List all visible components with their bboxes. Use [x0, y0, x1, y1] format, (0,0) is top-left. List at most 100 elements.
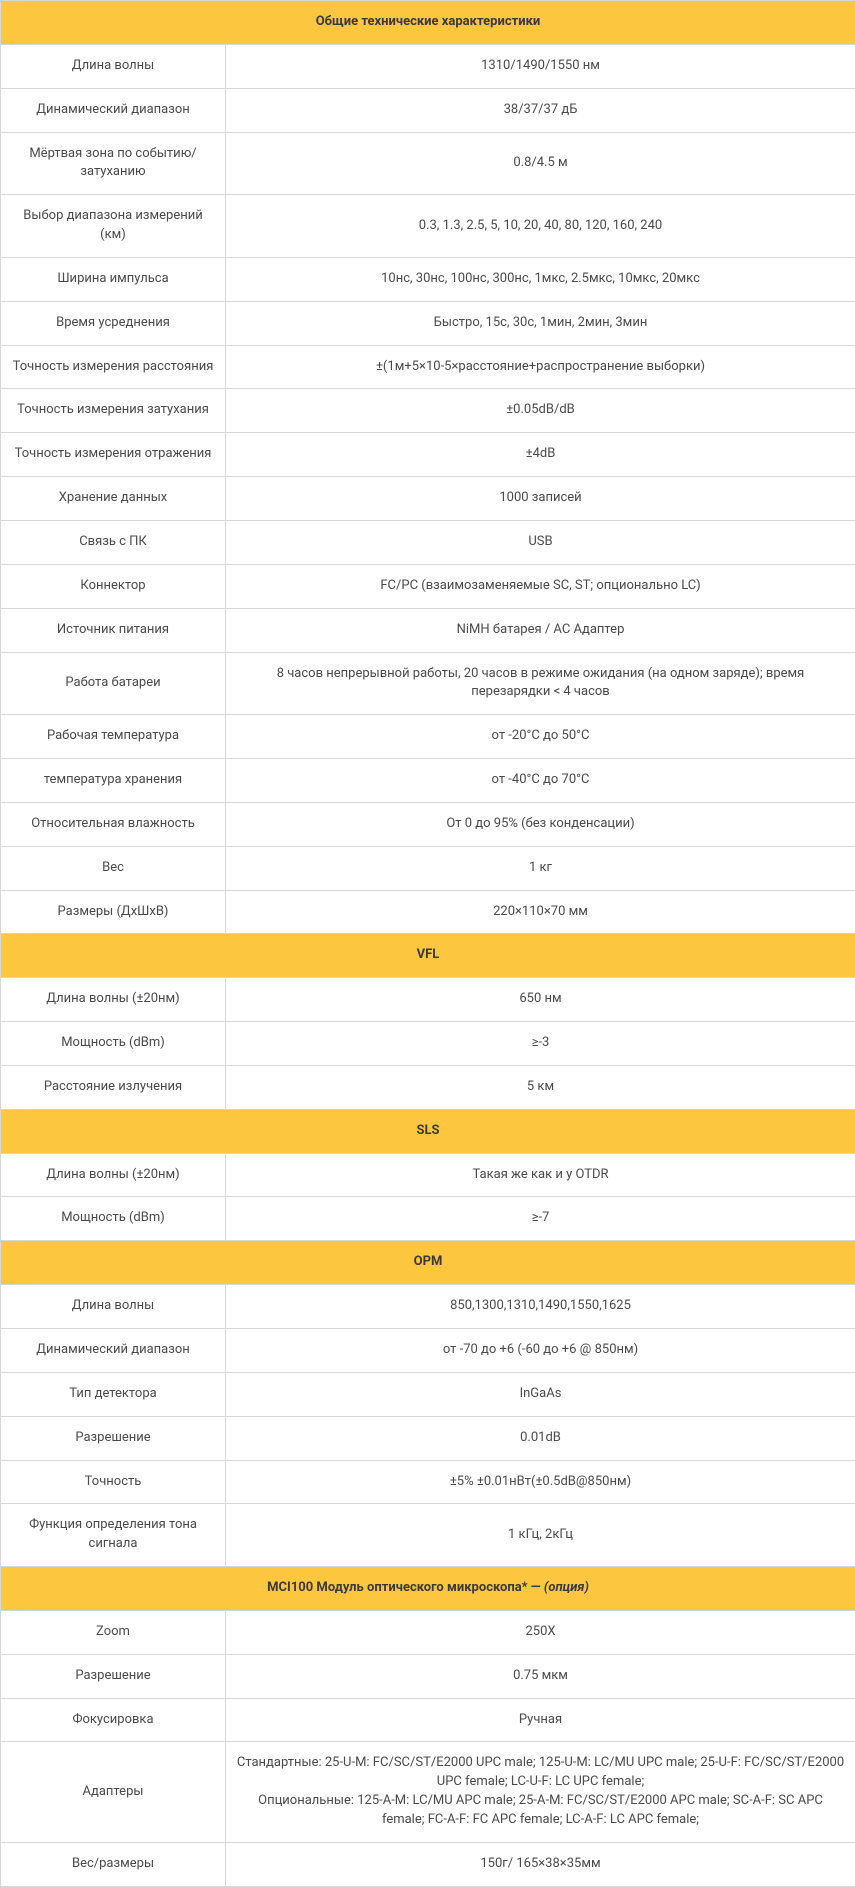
spec-label: Ширина импульса [1, 257, 226, 301]
table-row: Длина волны (±20нм)650 нм [1, 978, 855, 1022]
section-header: SLS [1, 1109, 855, 1153]
table-row: АдаптерыСтандартные: 25-U-M: FC/SC/ST/E2… [1, 1742, 855, 1842]
table-row: Разрешение0.01dB [1, 1416, 855, 1460]
table-row: Динамический диапазонот -70 до +6 (-60 д… [1, 1329, 855, 1373]
spec-value: 8 часов непрерывной работы, 20 часов в р… [226, 652, 855, 715]
spec-value: 0.8/4.5 м [226, 132, 855, 195]
section-header: Общие технические характеристики [1, 1, 855, 45]
spec-value: 38/37/37 дБ [226, 88, 855, 132]
spec-label: Длина волны (±20нм) [1, 978, 226, 1022]
spec-value: ±(1м+5×10-5×расстояние+распространение в… [226, 345, 855, 389]
spec-label: Разрешение [1, 1654, 226, 1698]
spec-label: Разрешение [1, 1416, 226, 1460]
spec-value: ±5% ±0.01нВт(±0.5dB@850нм) [226, 1460, 855, 1504]
section-title-suffix: (опция) [544, 1580, 589, 1595]
spec-label: Фокусировка [1, 1698, 226, 1742]
spec-value: Ручная [226, 1698, 855, 1742]
spec-label: Расстояние излучения [1, 1065, 226, 1109]
spec-value: от -20°C до 50°C [226, 715, 855, 759]
spec-value: 1000 записей [226, 477, 855, 521]
table-row: Точность измерения затухания±0.05dB/dB [1, 389, 855, 433]
table-row: Время усредненияБыстро, 15с, 30с, 1мин, … [1, 301, 855, 345]
section-title: VFL [417, 947, 440, 962]
spec-value: от -70 до +6 (-60 до +6 @ 850нм) [226, 1329, 855, 1373]
table-row: Размеры (ДxШxВ)220×110×70 мм [1, 890, 855, 934]
spec-value: 850,1300,1310,1490,1550,1625 [226, 1285, 855, 1329]
table-row: ФокусировкаРучная [1, 1698, 855, 1742]
table-row: Длина волны1310/1490/1550 нм [1, 44, 855, 88]
table-row: Точность измерения расстояния±(1м+5×10-5… [1, 345, 855, 389]
spec-value: ≥-7 [226, 1197, 855, 1241]
section-title: SLS [416, 1123, 439, 1138]
table-row: Zoom250X [1, 1610, 855, 1654]
spec-label: Размеры (ДxШxВ) [1, 890, 226, 934]
spec-value: 5 км [226, 1065, 855, 1109]
section-title: Общие технические характеристики [316, 14, 541, 29]
section-header: MCI100 Модуль оптического микроскопа* — … [1, 1567, 855, 1611]
spec-value: Стандартные: 25-U-M: FC/SC/ST/E2000 UPC … [226, 1742, 855, 1842]
table-row: Расстояние излучения5 км [1, 1065, 855, 1109]
spec-label: Тип детектора [1, 1372, 226, 1416]
spec-value: USB [226, 520, 855, 564]
spec-value: 0.75 мкм [226, 1654, 855, 1698]
table-row: Работа батареи8 часов непрерывной работы… [1, 652, 855, 715]
table-row: Функция определения тона сигнала1 кГц, 2… [1, 1504, 855, 1567]
spec-value: 0.3, 1.3, 2.5, 5, 10, 20, 40, 80, 120, 1… [226, 195, 855, 258]
table-row: Рабочая температураот -20°C до 50°C [1, 715, 855, 759]
spec-label: Связь с ПК [1, 520, 226, 564]
table-row: Динамический диапазон38/37/37 дБ [1, 88, 855, 132]
spec-value: ±4dB [226, 433, 855, 477]
spec-value: Такая же как и у OTDR [226, 1153, 855, 1197]
table-row: Длина волны (±20нм)Такая же как и у OTDR [1, 1153, 855, 1197]
section-header: OPM [1, 1241, 855, 1285]
spec-value: 650 нм [226, 978, 855, 1022]
table-row: Связь с ПКUSB [1, 520, 855, 564]
table-row: Выбор диапазона измерений (км)0.3, 1.3, … [1, 195, 855, 258]
spec-label: Рабочая температура [1, 715, 226, 759]
section-title: MCI100 Модуль оптического микроскопа* — [267, 1580, 544, 1595]
table-row: Относительная влажностьОт 0 до 95% (без … [1, 802, 855, 846]
spec-label: Вес/размеры [1, 1842, 226, 1886]
spec-value: 0.01dB [226, 1416, 855, 1460]
table-row: Источник питанияNiMH батарея / AC Адапте… [1, 608, 855, 652]
section-title: OPM [414, 1254, 443, 1269]
spec-label: Относительная влажность [1, 802, 226, 846]
spec-label: Длина волны [1, 44, 226, 88]
spec-value: 150г/ 165×38×35мм [226, 1842, 855, 1886]
spec-label: Zoom [1, 1610, 226, 1654]
spec-value: 220×110×70 мм [226, 890, 855, 934]
spec-value: 1 кГц, 2кГц [226, 1504, 855, 1567]
table-row: Разрешение0.75 мкм [1, 1654, 855, 1698]
spec-label: Динамический диапазон [1, 1329, 226, 1373]
spec-label: Функция определения тона сигнала [1, 1504, 226, 1567]
table-row: Мёртвая зона по событию/затуханию0.8/4.5… [1, 132, 855, 195]
spec-label: Вес [1, 846, 226, 890]
spec-label: Динамический диапазон [1, 88, 226, 132]
spec-label: Точность измерения отражения [1, 433, 226, 477]
spec-value: 10нс, 30нс, 100нс, 300нс, 1мкс, 2.5мкс, … [226, 257, 855, 301]
spec-value: ±0.05dB/dB [226, 389, 855, 433]
spec-value: Быстро, 15с, 30с, 1мин, 2мин, 3мин [226, 301, 855, 345]
spec-label: Мёртвая зона по событию/затуханию [1, 132, 226, 195]
table-row: температура храненияот -40°C до 70°C [1, 759, 855, 803]
spec-label: Мощность (dBm) [1, 1197, 226, 1241]
table-row: Мощность (dBm)≥-3 [1, 1022, 855, 1066]
table-row: Мощность (dBm)≥-7 [1, 1197, 855, 1241]
spec-value: от -40°C до 70°C [226, 759, 855, 803]
table-row: Ширина импульса10нс, 30нс, 100нс, 300нс,… [1, 257, 855, 301]
spec-label: температура хранения [1, 759, 226, 803]
table-row: Вес/размеры150г/ 165×38×35мм [1, 1842, 855, 1886]
table-row: Точность±5% ±0.01нВт(±0.5dB@850нм) [1, 1460, 855, 1504]
table-row: КоннекторFC/PC (взаимозаменяемые SC, ST;… [1, 564, 855, 608]
section-header: VFL [1, 934, 855, 978]
specs-table: Общие технические характеристики Длина во… [0, 0, 855, 1887]
spec-label: Мощность (dBm) [1, 1022, 226, 1066]
spec-value: NiMH батарея / AC Адаптер [226, 608, 855, 652]
spec-label: Коннектор [1, 564, 226, 608]
spec-label: Хранение данных [1, 477, 226, 521]
spec-label: Источник питания [1, 608, 226, 652]
spec-value: InGaAs [226, 1372, 855, 1416]
spec-label: Адаптеры [1, 1742, 226, 1842]
table-row: Длина волны850,1300,1310,1490,1550,1625 [1, 1285, 855, 1329]
spec-value: 250X [226, 1610, 855, 1654]
